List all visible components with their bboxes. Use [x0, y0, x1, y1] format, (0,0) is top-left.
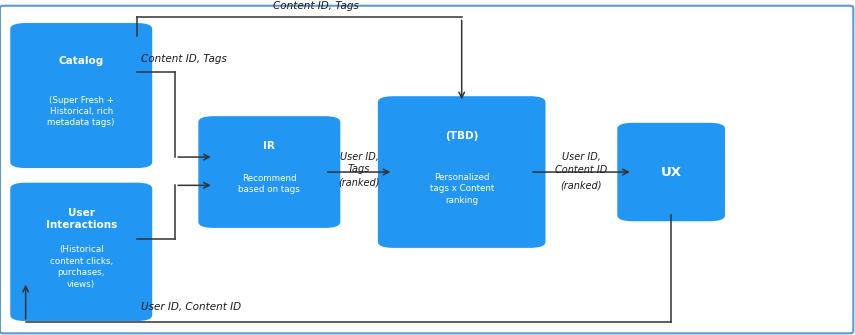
FancyBboxPatch shape: [10, 23, 152, 168]
Text: Personalized
tags x Content
ranking: Personalized tags x Content ranking: [429, 173, 494, 205]
Text: (ranked): (ranked): [561, 180, 602, 190]
FancyBboxPatch shape: [378, 96, 545, 248]
Text: User ID, Content ID: User ID, Content ID: [141, 302, 241, 312]
Text: User ID,: User ID,: [339, 152, 379, 162]
Text: UX: UX: [661, 165, 681, 179]
Text: IR: IR: [263, 141, 275, 151]
Text: Content ID: Content ID: [555, 165, 608, 176]
FancyBboxPatch shape: [617, 123, 725, 221]
FancyBboxPatch shape: [0, 6, 853, 333]
Text: User
Interactions: User Interactions: [45, 208, 117, 230]
Text: (TBD): (TBD): [445, 131, 479, 141]
Text: Content ID, Tags: Content ID, Tags: [141, 54, 227, 64]
FancyBboxPatch shape: [198, 116, 340, 228]
Text: Tags: Tags: [348, 164, 370, 174]
Text: (Historical
content clicks,
purchases,
views): (Historical content clicks, purchases, v…: [50, 245, 113, 289]
Text: Content ID, Tags: Content ID, Tags: [274, 1, 359, 11]
Text: (Super Fresh +
Historical, rich
metadata tags): (Super Fresh + Historical, rich metadata…: [48, 95, 115, 127]
FancyBboxPatch shape: [10, 183, 152, 321]
Text: Recommend
based on tags: Recommend based on tags: [239, 174, 300, 194]
Text: Catalog: Catalog: [59, 56, 103, 66]
Text: User ID,: User ID,: [562, 152, 601, 162]
Text: (ranked): (ranked): [339, 177, 380, 187]
